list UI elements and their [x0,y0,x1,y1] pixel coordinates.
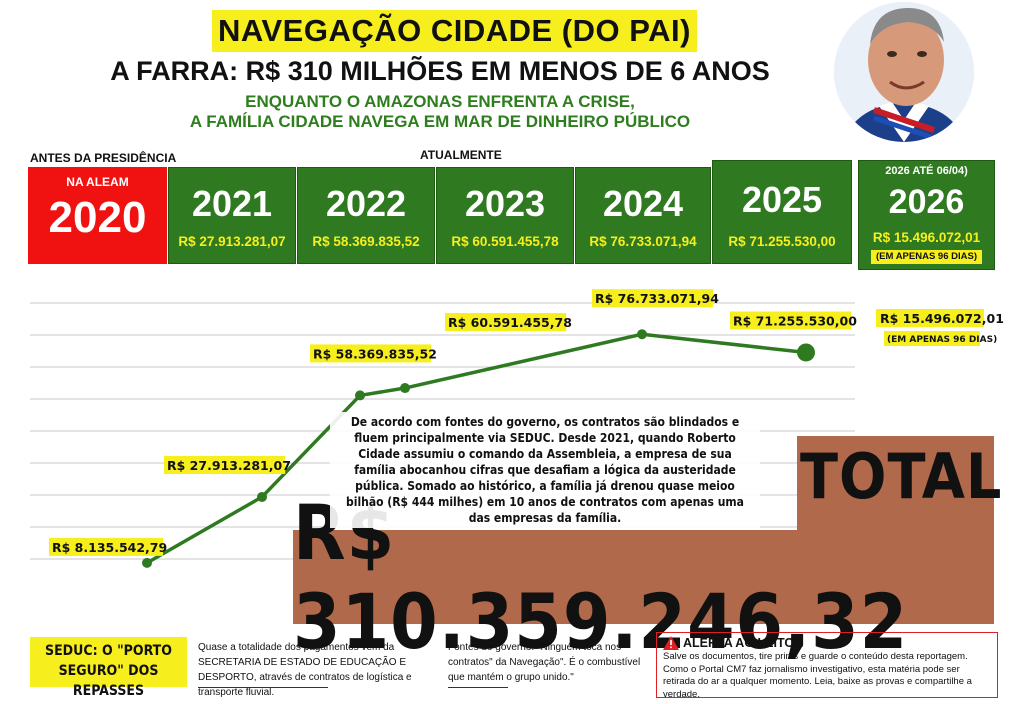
sources-quote: Fontes do governo: "Ninguém toca nos con… [448,642,641,683]
total-value-background [293,530,994,624]
page-title: NAVEGAÇÃO CIDADE (DO PAI) [212,10,697,52]
year-box-2022: 2022 R$ 58.369.835,52 [297,167,435,264]
year-label: 2020 [48,193,147,242]
total-value: R$ 310.359.246,32 [293,488,909,666]
year-box-2026: 2026 ATÉ 06/04) 2026 R$ 15.496.072,01 (E… [858,160,995,270]
data-label: R$ 76.733.071,94 [595,291,719,306]
year-label: 2021 [191,183,273,224]
data-label-bg [592,289,714,308]
data-label: R$ 58.369.835,52 [313,346,437,361]
warning-icon [663,636,679,650]
year-amount: R$ 58.369.835,52 [312,234,420,249]
series-line [146,332,807,565]
data-label: R$ 60.591.455,78 [448,315,572,330]
year-label: 2023 [464,183,546,224]
data-point [142,557,152,568]
data-label-bg [730,311,852,330]
data-point [400,383,410,394]
data-point [637,329,647,340]
label-before-presidency: ANTES DA PRESIDÊNCIA [30,151,177,165]
data-label: R$ 8.135.542,79 [52,540,167,555]
year-amount: R$ 76.733.071,94 [589,234,697,249]
alert-text: Salve os documentos, tire prints e guard… [663,651,972,700]
subhead-line-2: A FAMÍLIA CIDADE NAVEGA EM MAR DE DINHEI… [189,112,691,131]
seduc-description: Quase a totalidade dos pagamentos vem da… [198,642,412,698]
year-label: 2026 [888,183,965,221]
year-label: 2024 [602,183,684,224]
year-amount: R$ 27.913.281,07 [178,234,286,249]
reader-alert-box: ALERTA AO LEITOR Salve os documentos, ti… [656,632,998,700]
subhead-line-1: ENQUANTO O AMAZONAS ENFRENTA A CRISE, [245,92,635,111]
year-amount: R$ 15.496.072,01 [872,230,981,245]
data-label: R$ 27.913.281,07 [167,458,291,473]
article-paragraph: De acordo com fontes do governo, os cont… [330,412,760,528]
alert-title: ALERTA AO LEITOR [683,636,804,650]
year-amount: R$ 60.591.455,78 [451,234,559,249]
year-label: 2022 [325,183,407,224]
data-label-bg [49,537,163,556]
year-box-2025: 2025 R$ 71.255.530,00 [712,160,852,264]
data-label-bg [445,313,567,332]
year-box-2021: 2021 R$ 27.913.281,07 [168,167,296,264]
headline: A FARRA: R$ 310 MILHÕES EM MENOS DE 6 AN… [110,56,770,86]
side-note: (EM APENAS 96 DIAS) [887,335,997,345]
year-box-note: (EM APENAS 96 DIAS) [871,250,982,264]
data-point [797,343,815,362]
alert-title-row: ALERTA AO LEITOR [663,636,991,650]
side-label-bg [876,309,984,327]
divider [448,687,508,688]
data-label: R$ 71.255.530,00 [733,313,857,328]
side-label: R$ 15.496.072,01 [880,311,1004,326]
year-box-tag: NA ALEAM [66,175,129,189]
seduc-callout: SEDUC: O "PORTO SEGURO" DOS REPASSES [30,637,187,699]
divider [198,687,328,688]
year-box-tag: 2026 ATÉ 06/04) [885,165,968,177]
year-box-2023: 2023 R$ 60.591.455,78 [436,167,574,264]
label-currently: ATUALMENTE [420,148,502,162]
data-label-bg [164,455,286,474]
side-note-bg [884,331,980,346]
year-amount: R$ 71.255.530,00 [728,234,836,249]
total-label: TOTAL [800,440,1003,513]
year-box-2024: 2024 R$ 76.733.071,94 [575,167,711,264]
data-point [355,390,365,401]
data-label-bg [310,344,432,363]
portrait-photo [834,2,974,142]
data-point [257,491,267,502]
year-label: 2025 [741,179,823,220]
year-box-2020: NA ALEAM 2020 [28,167,167,264]
